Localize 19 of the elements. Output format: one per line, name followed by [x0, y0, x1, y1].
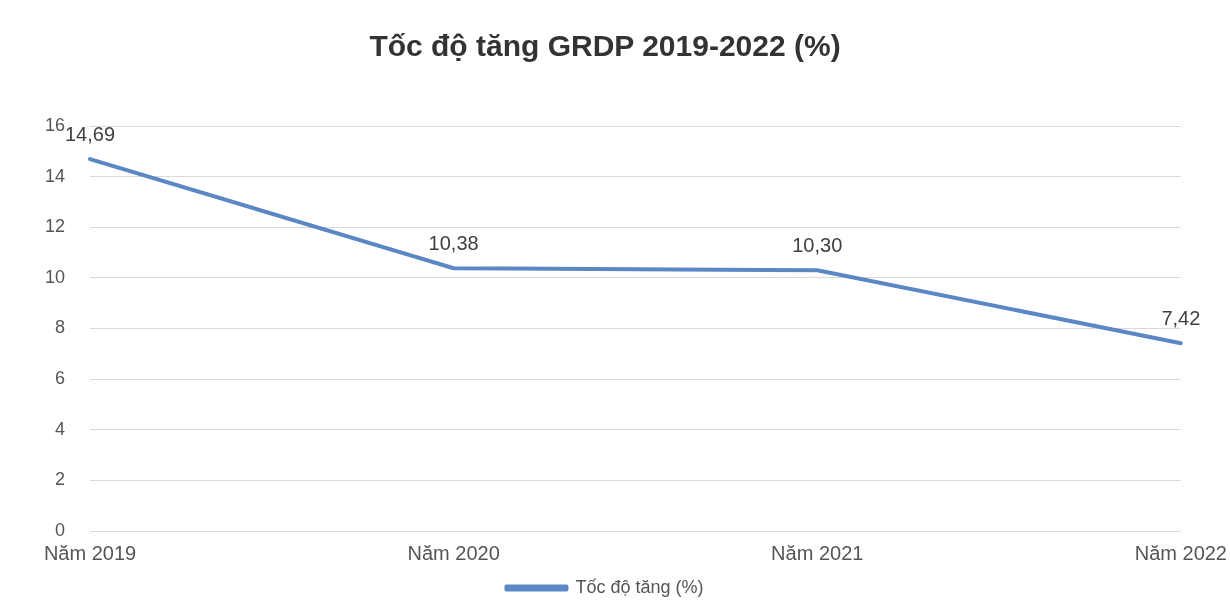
y-tick-label: 10	[44, 266, 66, 287]
x-tick-label: Năm 2019	[43, 541, 137, 564]
y-tick-label: 16	[44, 114, 66, 135]
legend-label: Tốc độ tăng (%)	[575, 576, 704, 597]
y-tick-label: 4	[55, 418, 66, 439]
y-tick-label: 12	[44, 216, 66, 237]
y-tick-label: 0	[55, 519, 66, 540]
data-label: 10,38	[428, 231, 479, 254]
y-tick-label: 14	[44, 165, 66, 186]
data-label: 14,69	[64, 122, 116, 145]
x-tick-label: Năm 2021	[771, 541, 864, 564]
x-tick-label: Năm 2020	[407, 541, 500, 564]
y-tick-label: 8	[55, 317, 66, 338]
chart-title: Tốc độ tăng GRDP 2019-2022 (%)	[369, 29, 841, 63]
data-label: 10,30	[792, 233, 843, 256]
x-tick-label: Năm 2022	[1134, 541, 1227, 564]
y-tick-label: 6	[55, 368, 66, 389]
y-tick-label: 2	[55, 469, 66, 490]
data-label: 7,42	[1161, 306, 1201, 329]
